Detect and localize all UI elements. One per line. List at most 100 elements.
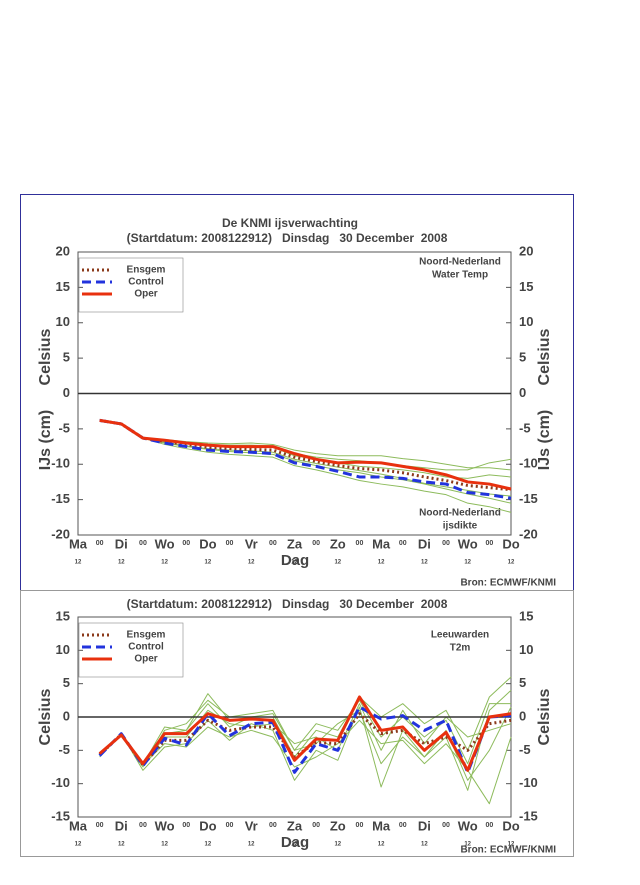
x-sub-label: 12 [248,842,255,848]
x-sub-label: 12 [508,842,515,848]
legend-label: Oper [134,289,157,300]
x-tick-label: 00 [399,540,407,547]
x-tick-label: Di [418,818,431,833]
series-line [99,418,512,500]
x-sub-label: 12 [421,842,428,848]
x-tick-label: Vr [245,818,258,833]
annotation: ijsdikte [443,521,478,532]
x-tick-label: Ma [372,818,391,833]
x-tick-label: Di [115,818,128,833]
x-tick-label: Zo [330,536,346,551]
x-tick-label: Do [199,536,216,551]
x-tick-label: 00 [226,822,234,829]
y-tick-label: -5 [58,420,70,435]
x-tick-label: Wo [458,536,478,551]
y-tick-label: 15 [56,608,70,623]
x-tick-label: 00 [182,822,190,829]
panel-border [20,590,574,857]
x-tick-label: 00 [139,822,147,829]
x-tick-label: Wo [458,818,478,833]
x-sub-label: 12 [334,560,341,566]
x-axis-label: Dag [281,552,309,569]
source: Bron: ECMWF/KNMI [460,578,556,589]
ensemble-line [99,419,512,471]
ensemble-line [99,419,512,513]
y2-axis-label: IJs (cm) [536,410,553,470]
panel-border [20,194,574,591]
y2-tick-label: 20 [519,243,533,258]
y-tick-label: -15 [51,808,70,823]
x-tick-label: Za [287,818,303,833]
y-tick-label: 0 [63,385,70,400]
y2-tick-label: -15 [519,808,538,823]
x-sub-label: 12 [118,560,125,566]
y2-tick-label: -10 [519,775,538,790]
x-sub-label: 12 [291,560,298,566]
x-tick-label: Ma [372,536,391,551]
x-sub-label: 12 [161,560,168,566]
legend-box [78,622,184,678]
x-sub-label: 12 [75,560,82,566]
x-sub-label: 12 [421,560,428,566]
x-tick-label: 00 [356,822,364,829]
x-tick-label: 00 [442,540,450,547]
series-line [98,695,512,772]
legend-label: Oper [134,654,157,665]
x-sub-label: 12 [248,560,255,566]
x-tick-label: Wo [155,536,175,551]
y2-tick-label: 5 [519,350,526,365]
x-tick-label: Zo [330,818,346,833]
y-tick-label: 10 [56,642,70,657]
x-sub-label: 12 [334,842,341,848]
y-tick-label: -15 [51,491,70,506]
y2-tick-label: -5 [519,742,531,757]
ensemble-line [99,419,512,497]
x-sub-label: 12 [75,842,82,848]
x-sub-label: 12 [118,842,125,848]
x-tick-label: Vr [245,536,258,551]
x-sub-label: 12 [378,842,385,848]
legend-box [78,257,184,313]
x-tick-label: 00 [182,540,190,547]
x-tick-label: 00 [312,822,320,829]
legend-label: Control [128,277,164,288]
y-axis-label: IJs (cm) [37,410,54,470]
y-axis-label: Celsius [37,688,54,745]
y2-tick-label: 5 [519,675,526,690]
y-tick-label: -20 [51,526,70,541]
y2-tick-label: -10 [519,456,538,471]
ensemble-line [99,719,512,805]
x-tick-label: Ma [69,818,88,833]
y-tick-label: 20 [56,243,70,258]
chart-subtitle: (Startdatum: 2008122912) Dinsdag 30 Dece… [127,597,448,611]
legend-label: Ensgem [127,630,166,641]
x-sub-label: 12 [508,560,515,566]
x-tick-label: 00 [485,822,493,829]
annotation: Noord-Nederland [419,257,501,268]
x-tick-label: 00 [312,540,320,547]
y2-tick-label: -20 [519,526,538,541]
legend-label: Ensgem [127,265,166,276]
x-tick-label: 00 [139,540,147,547]
x-tick-label: 00 [269,540,277,547]
y2-tick-label: -15 [519,491,538,506]
y2-tick-label: 10 [519,642,533,657]
x-sub-label: 12 [291,842,298,848]
y-tick-label: 0 [63,708,70,723]
y2-tick-label: 0 [519,708,526,723]
x-axis-label: Dag [281,834,309,851]
x-tick-label: Wo [155,818,175,833]
chart-title: De KNMI ijsverwachting [222,216,358,230]
x-tick-label: Za [287,536,303,551]
y2-tick-label: 15 [519,608,533,623]
x-tick-label: 00 [96,540,104,547]
y-tick-label: 10 [56,314,70,329]
x-tick-label: 00 [399,822,407,829]
series-line [99,418,512,492]
y-tick-label: 5 [63,675,70,690]
series-line [98,705,512,774]
legend-label: Control [128,642,164,653]
x-sub-label: 12 [464,560,471,566]
y2-tick-label: -5 [519,420,531,435]
